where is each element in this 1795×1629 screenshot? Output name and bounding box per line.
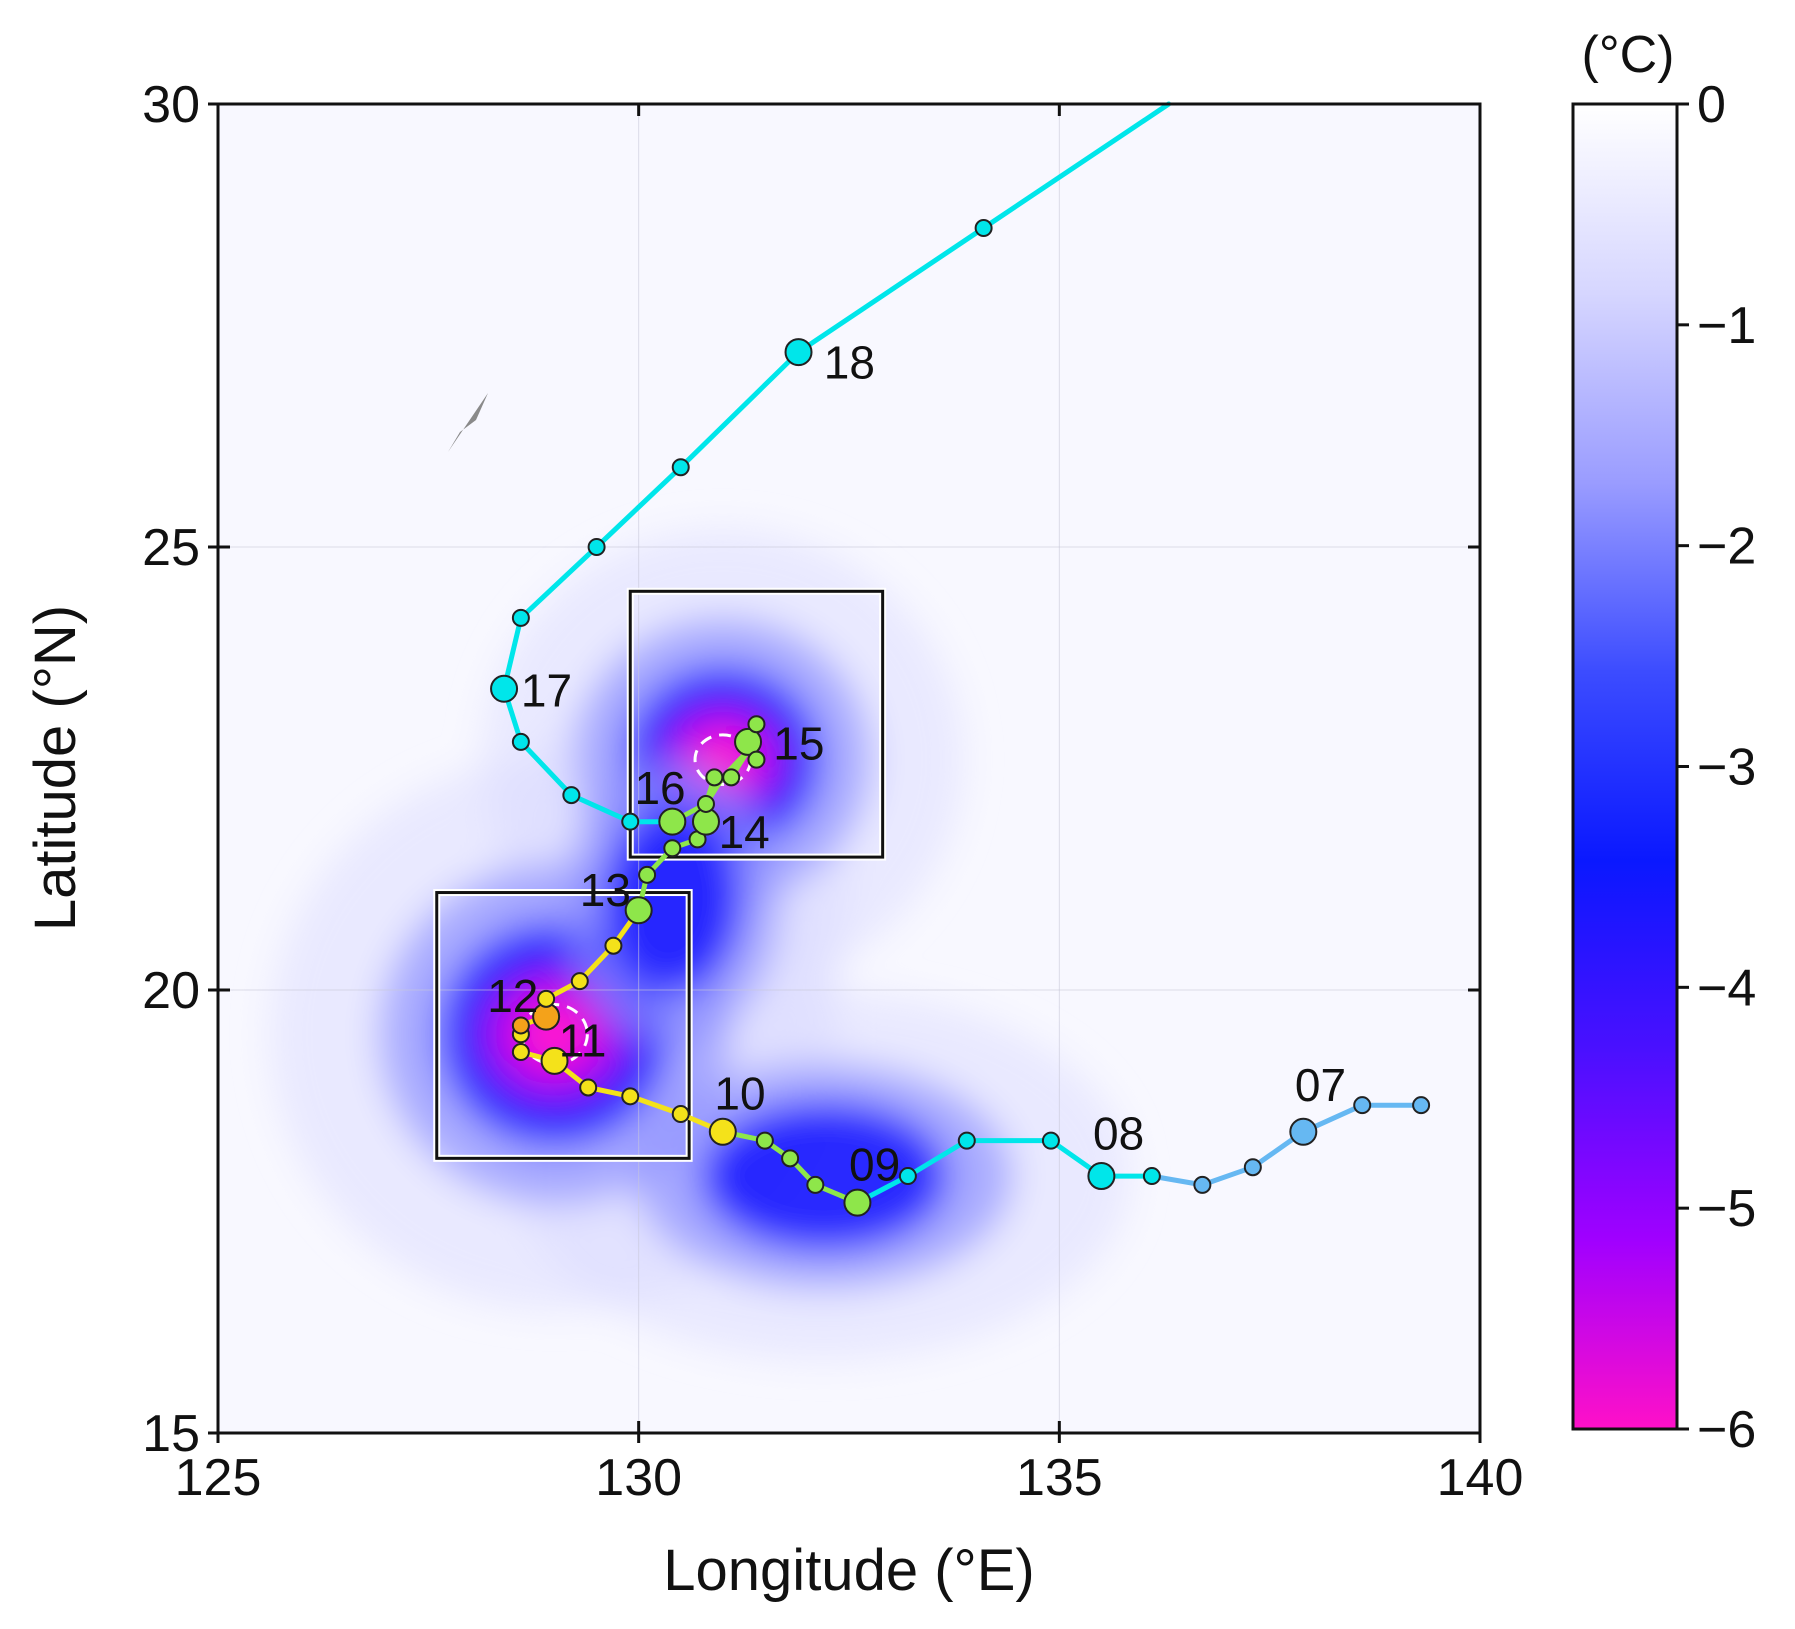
plot-frame <box>216 102 1482 1435</box>
analysis-box <box>628 589 885 859</box>
analysis-boxes <box>433 587 887 1162</box>
track-point-daily <box>784 338 813 367</box>
colorbar-tick-label: −2 <box>1697 518 1756 576</box>
x-tick-label: 135 <box>1016 1449 1103 1507</box>
track-point <box>511 1043 530 1062</box>
day-label: 09 <box>849 1138 900 1190</box>
x-axis: 125 130 135 140 Longitude (°E) <box>175 1449 1524 1603</box>
day-label: 07 <box>1295 1059 1346 1111</box>
track-point <box>755 1131 774 1150</box>
track-point-daily <box>658 807 687 836</box>
track-point <box>671 1105 690 1124</box>
colorbar-gradient <box>1571 102 1679 1431</box>
day-label: 15 <box>773 718 824 770</box>
day-label: 08 <box>1093 1107 1144 1159</box>
colorbar-tick-label: −5 <box>1697 1180 1756 1238</box>
day-label: 18 <box>824 337 875 389</box>
colorbar-tick-label: −6 <box>1697 1401 1756 1459</box>
track-point <box>604 936 623 955</box>
track-point <box>1353 1096 1372 1115</box>
track-point <box>957 1131 976 1150</box>
track-point-daily <box>843 1188 872 1217</box>
y-axis-title: Latitude (°N) <box>23 605 88 931</box>
day-label: 13 <box>580 864 631 916</box>
track-point <box>898 1167 917 1186</box>
colorbar: (°C) 0 −1 −2 −3 −4 −5 −6 <box>1571 26 1756 1459</box>
track-point-daily <box>490 674 519 703</box>
track-point <box>806 1175 825 1194</box>
colorbar-unit-label: (°C) <box>1582 26 1675 84</box>
track-point <box>1142 1167 1161 1186</box>
track-point-daily <box>624 896 653 925</box>
track-point-daily <box>540 1046 569 1075</box>
x-tick-label: 140 <box>1437 1449 1524 1507</box>
track-point <box>747 750 766 769</box>
track-point-daily <box>1087 1162 1116 1191</box>
track-point <box>1243 1158 1262 1177</box>
y-tick-label: 30 <box>142 76 200 134</box>
track-point-daily <box>1289 1117 1318 1146</box>
track-point <box>587 538 606 556</box>
track-point <box>511 608 530 627</box>
track-point <box>1193 1175 1212 1194</box>
track-point <box>663 839 682 858</box>
colorbar-tick-label: −3 <box>1697 739 1756 797</box>
day-label: 16 <box>634 762 685 814</box>
x-tick-label: 130 <box>595 1449 682 1507</box>
y-tick-label: 15 <box>142 1405 200 1463</box>
track-point <box>781 1149 800 1168</box>
axis-ticks <box>208 102 1482 1443</box>
track-points <box>490 219 1431 1217</box>
track-point <box>1412 1096 1431 1115</box>
track-point-daily <box>708 1117 737 1146</box>
track-point <box>747 715 766 734</box>
grid-lines <box>218 104 1480 1433</box>
track-point <box>1041 1131 1060 1150</box>
day-label: 14 <box>719 806 770 858</box>
y-tick-labels: 15 20 25 30 <box>142 76 200 1463</box>
track-point <box>511 1016 530 1035</box>
track-point <box>621 812 640 831</box>
track-point-daily <box>734 727 763 756</box>
day-label: 10 <box>714 1068 765 1120</box>
colorbar-tick-label: −1 <box>1697 297 1756 355</box>
island-shape <box>448 393 488 452</box>
day-label: 11 <box>559 1014 607 1066</box>
track-point <box>570 972 589 991</box>
colorbar-tick-label: −4 <box>1697 959 1756 1017</box>
colorbar-ticks: 0 −1 −2 −3 −4 −5 −6 <box>1677 76 1756 1459</box>
y-tick-label: 25 <box>142 519 200 577</box>
track-point <box>974 219 993 238</box>
track-point <box>722 768 741 787</box>
track-point <box>511 732 530 751</box>
day-label: 17 <box>521 664 572 716</box>
track-point <box>562 786 581 805</box>
x-axis-title: Longitude (°E) <box>663 1538 1034 1603</box>
island-marker <box>448 393 488 452</box>
x-tick-labels: 125 130 135 140 <box>175 1449 1524 1507</box>
track-point <box>671 458 690 477</box>
analysis-box <box>435 891 691 1160</box>
colorbar-tick-label: 0 <box>1697 76 1726 134</box>
y-tick-label: 20 <box>142 962 200 1020</box>
day-label: 12 <box>487 970 538 1022</box>
track-point <box>638 865 657 884</box>
track-point <box>696 794 715 813</box>
track-point <box>579 1078 598 1097</box>
track-point <box>537 989 556 1008</box>
y-axis: 15 20 25 30 Latitude (°N) <box>23 76 200 1463</box>
x-tick-label: 125 <box>175 1449 262 1507</box>
track-point <box>705 768 724 787</box>
track-point <box>621 1087 640 1106</box>
